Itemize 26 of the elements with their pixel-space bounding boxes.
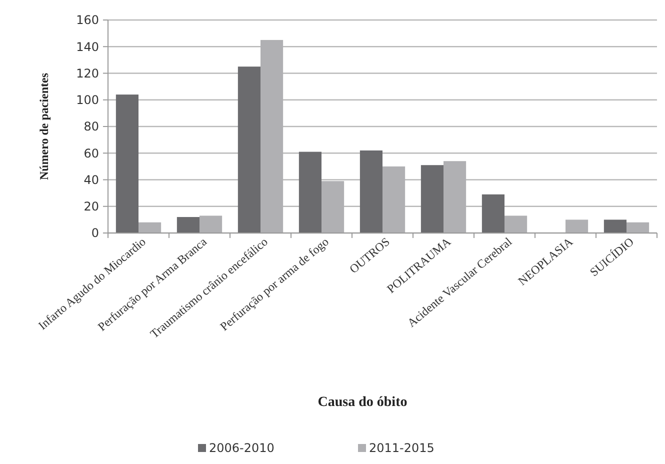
y-tick-label: 60 [84, 146, 99, 160]
bar [504, 216, 528, 233]
y-tick-label: 20 [84, 200, 99, 214]
bar [360, 150, 382, 233]
y-tick-label: 120 [76, 66, 99, 80]
bar [200, 216, 222, 233]
x-axis-title: Causa do óbito [318, 395, 408, 410]
y-tick-label: 0 [91, 226, 99, 240]
bar [566, 220, 588, 233]
bar [238, 66, 260, 233]
bar [176, 217, 200, 233]
bar [420, 165, 444, 233]
bar [482, 194, 504, 233]
bar [604, 220, 626, 233]
y-tick-label: 160 [76, 13, 99, 28]
y-tick-label: 140 [76, 40, 99, 54]
y-tick-label: 40 [84, 172, 99, 187]
legend-label: 2006-2010 [209, 441, 274, 455]
legend-label: 2011-2015 [369, 441, 434, 455]
y-tick-label: 100 [76, 93, 99, 108]
bar [298, 152, 322, 233]
y-axis-title: Número de pacientes [37, 72, 51, 180]
bar [138, 222, 162, 233]
bar [116, 94, 138, 233]
bar [626, 222, 650, 233]
y-tick-label: 80 [84, 120, 99, 134]
